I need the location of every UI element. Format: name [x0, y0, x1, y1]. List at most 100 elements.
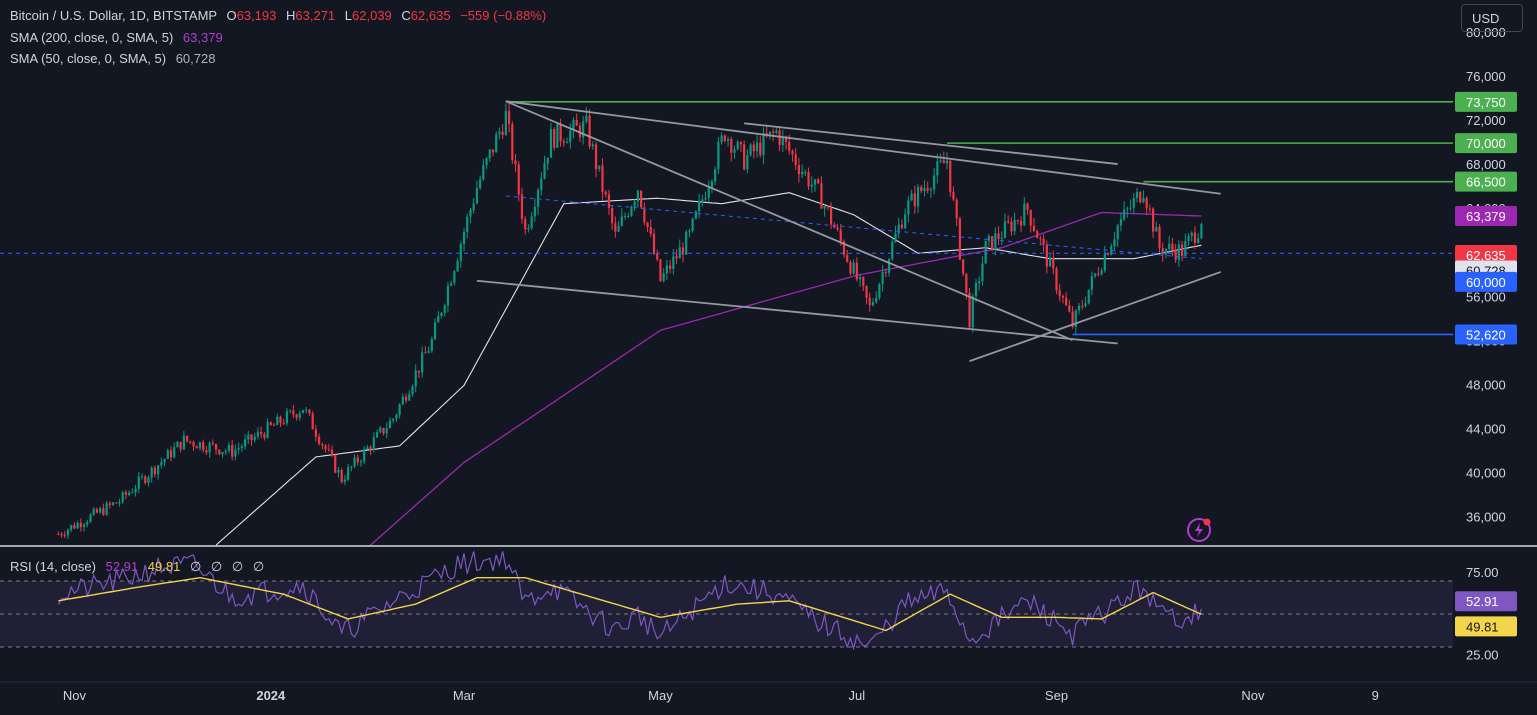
candle	[195, 445, 198, 449]
candle	[108, 501, 111, 509]
rsi-na-1: ∅	[189, 559, 202, 574]
trendline	[744, 122, 1118, 165]
candle-body	[971, 296, 974, 328]
candle	[807, 167, 810, 191]
candle-body	[118, 502, 121, 504]
candle	[1029, 209, 1032, 233]
candle	[900, 219, 904, 230]
candle-body	[1003, 221, 1007, 238]
lightning-icon[interactable]	[1186, 517, 1212, 543]
candle	[858, 273, 862, 287]
candle-body	[652, 233, 656, 254]
candle-body	[627, 215, 630, 217]
candle	[540, 172, 543, 196]
candle	[1019, 216, 1023, 233]
candle	[385, 422, 388, 439]
rsi-tick-label: 25.00	[1466, 647, 1499, 662]
candle-body	[730, 139, 733, 153]
candle-body	[1036, 231, 1039, 239]
candle	[466, 213, 469, 239]
candle-body	[179, 441, 182, 450]
candle-body	[424, 352, 427, 354]
candle-body	[1174, 250, 1177, 260]
candle	[443, 303, 446, 317]
candle-body	[79, 522, 82, 528]
candle	[282, 418, 285, 426]
candle-body	[314, 429, 317, 437]
candle	[453, 270, 456, 286]
candle-body	[540, 178, 543, 190]
candle	[1052, 250, 1055, 275]
candle-body	[443, 305, 446, 313]
candle-body	[546, 157, 549, 164]
candle	[749, 143, 752, 157]
candle	[797, 158, 800, 183]
candle	[433, 318, 437, 341]
candle-body	[701, 199, 704, 201]
candle-body	[1126, 208, 1129, 210]
candle-body	[817, 179, 820, 184]
candle-body	[186, 435, 189, 442]
candle	[894, 225, 897, 243]
candle	[643, 202, 646, 226]
candle	[227, 442, 231, 454]
candle-body	[717, 141, 720, 170]
candle-body	[89, 514, 92, 523]
candle	[163, 458, 166, 467]
candle	[1065, 292, 1068, 307]
price-tick-label: 44,000	[1466, 421, 1506, 436]
candle-body	[479, 179, 482, 189]
candle-body	[105, 503, 108, 515]
currency-button[interactable]: USD	[1461, 4, 1523, 32]
candle	[189, 440, 192, 445]
candle	[681, 242, 685, 263]
candle-body	[76, 522, 79, 529]
candle	[379, 425, 382, 434]
candle-body	[865, 285, 868, 298]
sma200-legend[interactable]: SMA (200, close, 0, SMA, 5) 63,379	[10, 28, 223, 47]
candle-body	[897, 224, 900, 234]
candle-body	[736, 141, 739, 150]
candle-body	[189, 441, 192, 443]
trendline	[505, 100, 1073, 342]
candle	[907, 196, 910, 223]
candle-body	[1090, 276, 1094, 290]
candle	[260, 426, 263, 439]
candle-body	[82, 524, 86, 528]
indicator-lines	[215, 192, 1202, 546]
candle	[524, 216, 527, 235]
candle-body	[102, 508, 105, 515]
candle	[1148, 204, 1151, 213]
candle	[269, 421, 272, 426]
candle-body	[1019, 220, 1023, 226]
candle	[1058, 283, 1061, 302]
candle	[945, 152, 949, 170]
candle	[697, 194, 701, 219]
candle-body	[353, 457, 356, 467]
candle	[408, 390, 411, 402]
level-tag: 66,500	[1466, 175, 1506, 190]
candle-body	[289, 410, 292, 412]
sma200-value: 63,379	[182, 30, 223, 45]
candle	[617, 220, 620, 232]
candle	[504, 103, 507, 136]
sma50-legend[interactable]: SMA (50, close, 0, SMA, 5) 60,728	[10, 49, 215, 68]
candle-body	[820, 183, 823, 209]
candle	[498, 127, 501, 140]
candle-body	[633, 201, 636, 207]
candle	[1132, 193, 1135, 214]
candle-body	[504, 110, 507, 136]
price-tick-label: 76,000	[1466, 69, 1506, 84]
candle-body	[707, 187, 710, 198]
candle	[955, 197, 958, 227]
candle-body	[395, 414, 398, 419]
candle-body	[894, 233, 897, 243]
candle	[186, 435, 189, 443]
candle-body	[211, 442, 214, 444]
high-label: H	[286, 8, 296, 23]
candle	[285, 407, 289, 426]
candle-body	[978, 281, 981, 284]
candle	[916, 183, 920, 214]
rsi-legend[interactable]: RSI (14, close) 52.91 49.81 ∅ ∅ ∅ ∅	[10, 557, 264, 576]
